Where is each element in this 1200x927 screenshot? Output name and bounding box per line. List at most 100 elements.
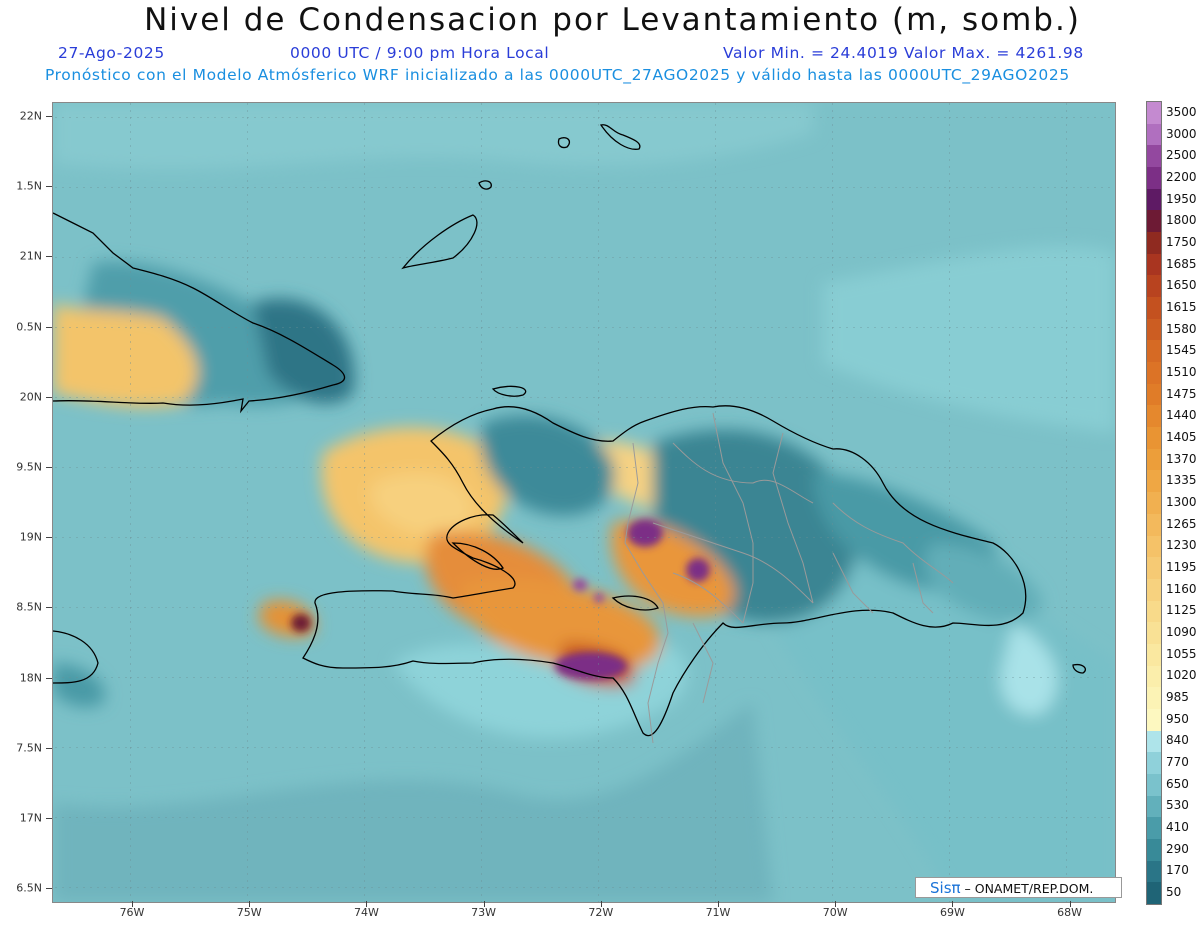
credit-box: Sisπ – ONAMET/REP.DOM. [915, 877, 1122, 898]
colorbar-segment [1147, 622, 1161, 645]
lat-label: 7.5N [16, 741, 42, 755]
lon-label: 70W [822, 906, 848, 919]
colorbar-label: 530 [1166, 798, 1189, 813]
lat-label: 6.5N [16, 881, 42, 895]
colorbar-label: 1440 [1166, 408, 1197, 423]
colorbar-segment [1147, 167, 1161, 190]
lat-label: 8.5N [16, 600, 42, 614]
colorbar-label: 1405 [1166, 429, 1197, 444]
lat-tick [46, 326, 52, 328]
lat-tick [46, 537, 52, 539]
min-max-label: Valor Min. = 24.4019 Valor Max. = 4261.9… [723, 44, 1084, 62]
colorbar-label: 1055 [1166, 646, 1197, 661]
colorbar-label: 650 [1166, 776, 1189, 791]
lat-tick [46, 467, 52, 468]
lat-tick [46, 677, 52, 679]
colorbar-label: 950 [1166, 711, 1189, 726]
coastlines [53, 124, 1087, 737]
lat-label: 9.5N [16, 460, 42, 474]
colorbar-segment [1147, 253, 1161, 276]
colorbar-segment [1147, 708, 1161, 732]
lat-label: 1.5N [16, 179, 42, 193]
province-borders [624, 412, 954, 744]
lat-tick [46, 256, 52, 258]
colorbar-segment [1147, 448, 1161, 471]
colorbar-segment [1147, 817, 1161, 840]
colorbar-segment [1147, 773, 1161, 797]
colorbar-label: 290 [1166, 841, 1189, 856]
lat-tick [46, 116, 52, 117]
colorbar-segment [1147, 297, 1161, 320]
colorbar-segment [1147, 102, 1161, 125]
colorbar-label: 770 [1166, 755, 1189, 770]
colorbar-label: 50 [1166, 885, 1182, 900]
colorbar-segment [1147, 600, 1161, 623]
colorbar-segment [1147, 275, 1161, 298]
map-canvas [53, 103, 1115, 902]
lon-label: 72W [588, 906, 614, 919]
lon-tick [600, 901, 602, 907]
lon-label: 74W [353, 906, 379, 919]
colorbar-label: 1650 [1166, 278, 1197, 293]
lon-tick [132, 901, 133, 907]
lat-tick [46, 186, 52, 188]
colorbar-label: 2200 [1166, 169, 1197, 184]
lat-label: 21N [19, 249, 42, 263]
lon-label: 75W [236, 906, 262, 919]
lon-tick [249, 901, 251, 907]
map-title: Nivel de Condensacion por Levantamiento … [144, 2, 1081, 38]
lat-tick [46, 888, 52, 890]
colorbar-segment [1147, 362, 1161, 385]
colorbar-segment [1147, 123, 1161, 146]
colorbar-label: 410 [1166, 820, 1189, 835]
colorbar-label: 1950 [1166, 191, 1197, 206]
lat-label: 22N [19, 109, 42, 123]
colorbar-label: 1265 [1166, 516, 1197, 531]
lon-label: 71W [705, 906, 731, 919]
colorbar-label: 1510 [1166, 364, 1197, 379]
lat-tick [46, 818, 52, 819]
colorbar-segment [1147, 687, 1161, 710]
lon-tick [835, 901, 837, 907]
credit-text: – ONAMET/REP.DOM. [960, 881, 1094, 896]
lon-label: 73W [471, 906, 497, 919]
colorbar-segment [1147, 145, 1161, 168]
colorbar-label: 1750 [1166, 234, 1197, 249]
colorbar-segment [1147, 188, 1161, 211]
colorbar-segment [1147, 318, 1161, 341]
colorbar-segment [1147, 643, 1161, 667]
colorbar [1146, 101, 1162, 905]
colorbar-segment [1147, 383, 1161, 406]
forecast-label: Pronóstico con el Modelo Atmósferico WRF… [45, 66, 1070, 84]
colorbar-label: 2500 [1166, 148, 1197, 163]
colorbar-segment [1147, 665, 1161, 688]
lon-tick [718, 901, 719, 907]
colorbar-segment [1147, 492, 1161, 515]
colorbar-label: 1335 [1166, 473, 1197, 488]
colorbar-label: 1300 [1166, 495, 1197, 509]
lat-label: 0.5N [16, 320, 42, 334]
colorbar-label: 3500 [1166, 104, 1197, 119]
colorbar-segment [1147, 752, 1161, 775]
colorbar-segment [1147, 860, 1161, 883]
colorbar-label: 1195 [1166, 560, 1197, 575]
colorbar-segment [1147, 340, 1161, 363]
colorbar-segment [1147, 795, 1161, 818]
lon-tick [952, 901, 954, 907]
forecast-map [52, 102, 1116, 903]
colorbar-label: 1580 [1166, 321, 1197, 336]
colorbar-label: 1230 [1166, 538, 1197, 553]
colorbar-segment [1147, 535, 1161, 558]
colorbar-segment [1147, 210, 1161, 233]
time-label: 0000 UTC / 9:00 pm Hora Local [290, 44, 550, 62]
colorbar-segment [1147, 838, 1161, 862]
lon-label: 69W [939, 906, 965, 919]
colorbar-label: 1370 [1166, 451, 1197, 466]
colorbar-label: 1800 [1166, 213, 1197, 228]
colorbar-label: 1475 [1166, 386, 1197, 401]
colorbar-label: 1090 [1166, 625, 1197, 640]
lat-label: 17N [19, 811, 42, 825]
colorbar-label: 1545 [1166, 343, 1197, 358]
lon-label: 76W [119, 906, 145, 919]
colorbar-label: 840 [1166, 733, 1189, 748]
